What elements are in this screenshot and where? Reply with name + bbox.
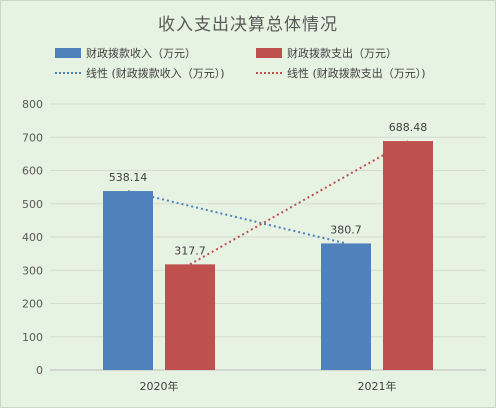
bar-series0-cat0 (103, 191, 153, 370)
y-tick-label-500: 500 (22, 198, 43, 211)
legend-item-trend-income: 线性 (财政拨款收入（万元）) (55, 65, 225, 81)
y-tick-label-200: 200 (22, 298, 43, 311)
y-tick-label-600: 600 (22, 165, 43, 178)
legend-row-bars: 财政拨款收入（万元） 财政拨款支出（万元） (0, 45, 496, 61)
y-tick-label-400: 400 (22, 231, 43, 244)
legend-item-trend-expense: 线性 (财政拨款支出（万元）) (256, 65, 426, 81)
legend-label-trend-income: 线性 (财政拨款收入（万元）) (86, 67, 225, 80)
legend-line-trend-income (55, 72, 81, 74)
y-tick-label-0: 0 (36, 364, 43, 377)
legend-label-expense: 财政拨款支出（万元） (287, 47, 397, 60)
y-tick-label-800: 800 (22, 98, 43, 111)
y-tick-label-700: 700 (22, 131, 43, 144)
y-tick-label-300: 300 (22, 264, 43, 277)
bar-series1-cat0 (165, 264, 215, 370)
legend-swatch-expense (256, 48, 282, 58)
legend-line-trend-expense (256, 72, 282, 74)
y-tick-label-100: 100 (22, 331, 43, 344)
legend-label-income: 财政拨款收入（万元） (86, 47, 196, 60)
bar-series1-cat1 (383, 141, 433, 370)
trendline-series0 (127, 190, 347, 245)
x-tick-label-1: 2021年 (358, 379, 397, 393)
legend-row-trend: 线性 (财政拨款收入（万元）) 线性 (财政拨款支出（万元）) (0, 65, 496, 81)
legend-label-trend-expense: 线性 (财政拨款支出（万元）) (287, 67, 426, 80)
chart-title: 收入支出决算总体情况 (158, 15, 338, 35)
data-label-series1-cat0: 317.7 (174, 244, 206, 257)
bar-series0-cat1 (321, 243, 371, 370)
legend-item-expense: 财政拨款支出（万元） (256, 45, 397, 61)
data-label-series0-cat1: 380.7 (330, 223, 362, 236)
data-label-series1-cat1: 688.48 (389, 121, 428, 134)
data-label-series0-cat0: 538.14 (109, 171, 148, 184)
legend-item-income: 财政拨款收入（万元） (55, 45, 196, 61)
legend-swatch-income (55, 48, 81, 58)
x-tick-label-0: 2020年 (140, 379, 179, 393)
trendline-series1 (189, 140, 409, 266)
